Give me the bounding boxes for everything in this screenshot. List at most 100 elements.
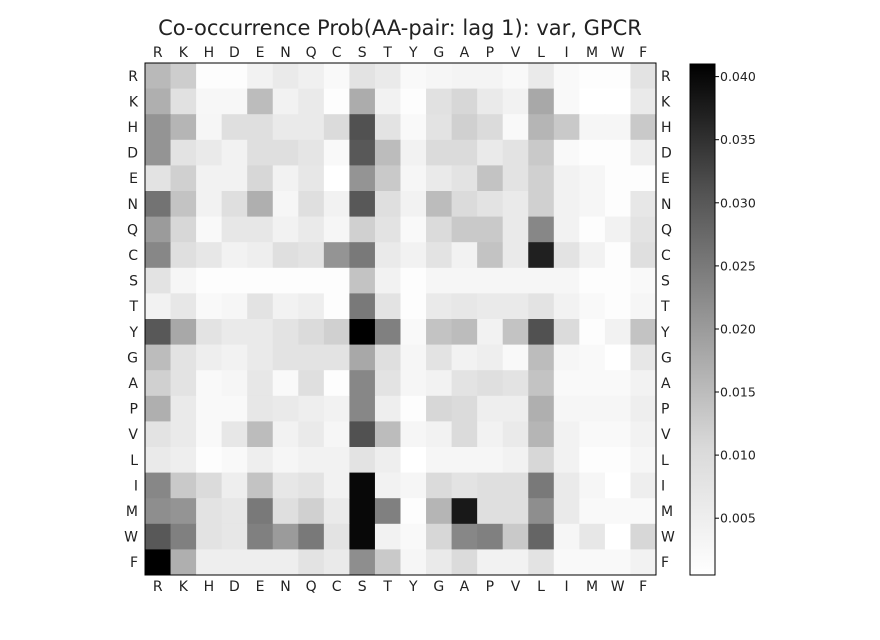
heatmap-cell-E-I — [553, 165, 580, 192]
x-tick-top-L: L — [537, 45, 545, 61]
plot-frame — [144, 62, 657, 576]
heatmap-cell-T-L — [528, 293, 555, 320]
heatmap-cell-A-N — [272, 370, 299, 397]
x-tick-top-P: P — [486, 45, 494, 61]
heatmap-cell-P-L — [528, 395, 555, 422]
x-tick-bottom-Y: Y — [408, 579, 418, 595]
heatmap-cell-T-H — [196, 293, 223, 320]
heatmap-cell-E-Y — [400, 165, 427, 192]
y-tick-right-D: D — [661, 146, 672, 162]
heatmap-cell-H-W — [604, 114, 631, 141]
heatmap-cell-F-S — [349, 549, 376, 576]
heatmap-cell-C-S — [349, 242, 376, 269]
heatmap-cell-I-K — [170, 472, 197, 499]
heatmap-cell-A-L — [528, 370, 555, 397]
heatmap-cell-I-H — [196, 472, 223, 499]
heatmap-cell-T-I — [553, 293, 580, 320]
heatmap-cell-L-D — [221, 447, 248, 473]
heatmap-cell-Y-S — [349, 319, 376, 345]
heatmap-cell-Q-C — [323, 216, 350, 243]
heatmap-cell-P-C — [323, 395, 350, 422]
heatmap-cell-R-S — [349, 63, 376, 89]
heatmap-cell-A-V — [502, 370, 529, 397]
heatmap-cell-A-C — [323, 370, 350, 397]
y-tick-left-D: D — [127, 146, 138, 162]
heatmap-cell-W-W — [604, 523, 631, 550]
heatmap-cell-D-P — [477, 139, 504, 166]
heatmap-cell-W-M — [579, 523, 606, 550]
heatmap-cell-F-T — [374, 549, 401, 576]
heatmap-cell-N-A — [451, 191, 478, 217]
heatmap-cell-P-P — [477, 395, 504, 422]
heatmap-cell-F-R — [145, 549, 171, 576]
heatmap-cell-V-D — [221, 421, 248, 448]
heatmap-cell-C-Y — [400, 242, 427, 269]
heatmap-cell-K-E — [247, 88, 274, 115]
heatmap-cell-L-G — [426, 447, 452, 473]
heatmap-cell-W-Y — [400, 523, 427, 550]
heatmap-cell-Y-W — [604, 319, 631, 345]
heatmap-cell-N-M — [579, 191, 606, 217]
heatmap-cell-Q-P — [477, 216, 504, 243]
heatmap-cell-T-W — [604, 293, 631, 320]
x-tick-top-S: S — [358, 45, 367, 61]
heatmap-cell-M-A — [451, 498, 478, 525]
y-tick-left-Y: Y — [128, 325, 138, 341]
heatmap-cell-P-K — [170, 395, 197, 422]
heatmap-cell-N-S — [349, 191, 376, 217]
heatmap-cell-G-G — [426, 344, 452, 371]
heatmap-cell-I-Y — [400, 472, 427, 499]
heatmap-cell-C-C — [323, 242, 350, 269]
heatmap-cell-H-E — [247, 114, 274, 141]
heatmap-cell-V-F — [630, 421, 657, 448]
heatmap-cell-E-T — [374, 165, 401, 192]
heatmap-cell-V-A — [451, 421, 478, 448]
y-tick-right-I: I — [661, 478, 665, 494]
heatmap-cell-Q-L — [528, 216, 555, 243]
y-tick-right-M: M — [661, 504, 673, 520]
x-tick-bottom-C: C — [332, 579, 342, 595]
heatmap-cell-L-E — [247, 447, 274, 473]
heatmap-cell-Q-T — [374, 216, 401, 243]
x-tick-bottom-N: N — [280, 579, 290, 595]
heatmap-cell-S-F — [630, 267, 657, 294]
heatmap-cell-P-H — [196, 395, 223, 422]
heatmap-cell-K-Y — [400, 88, 427, 115]
heatmap-cell-M-P — [477, 498, 504, 525]
heatmap-cell-R-F — [630, 63, 657, 89]
heatmap-cell-W-T — [374, 523, 401, 550]
heatmap-cell-Q-I — [553, 216, 580, 243]
colorbar-ticks: 0.005 0.010 0.015 0.020 0.025 0.030 0.035 0.040 — [715, 69, 756, 526]
heatmap-cell-I-W — [604, 472, 631, 499]
x-tick-bottom-E: E — [256, 579, 265, 595]
heatmap-cell-I-T — [374, 472, 401, 499]
heatmap-cell-H-H — [196, 114, 223, 141]
heatmap-cell-S-I — [553, 267, 580, 294]
heatmap-cell-H-Y — [400, 114, 427, 141]
heatmap-cell-S-R — [145, 267, 171, 294]
heatmap-cell-M-T — [374, 498, 401, 525]
heatmap-cell-I-N — [272, 472, 299, 499]
heatmap-cell-L-L — [528, 447, 555, 473]
heatmap-cell-M-H — [196, 498, 223, 525]
heatmap-cell-S-S — [349, 267, 376, 294]
y-tick-right-E: E — [661, 171, 670, 187]
heatmap-cell-P-E — [247, 395, 274, 422]
y-tick-left-Q: Q — [127, 222, 138, 238]
heatmap-cell-D-F — [630, 139, 657, 166]
heatmap-cell-F-L — [528, 549, 555, 576]
heatmap-cell-R-G — [426, 63, 452, 89]
heatmap-cell-T-M — [579, 293, 606, 320]
heatmap-cell-S-C — [323, 267, 350, 294]
heatmap-cell-T-E — [247, 293, 274, 320]
heatmap-cell-P-Y — [400, 395, 427, 422]
heatmap-cell-S-W — [604, 267, 631, 294]
heatmap-cell-D-Q — [298, 139, 325, 166]
y-tick-right-H: H — [661, 120, 672, 136]
heatmap-cell-M-M — [579, 498, 606, 525]
heatmap-cell-G-T — [374, 344, 401, 371]
heatmap-cell-Y-P — [477, 319, 504, 345]
heatmap-cell-T-K — [170, 293, 197, 320]
x-tick-bottom-T: T — [382, 579, 392, 595]
